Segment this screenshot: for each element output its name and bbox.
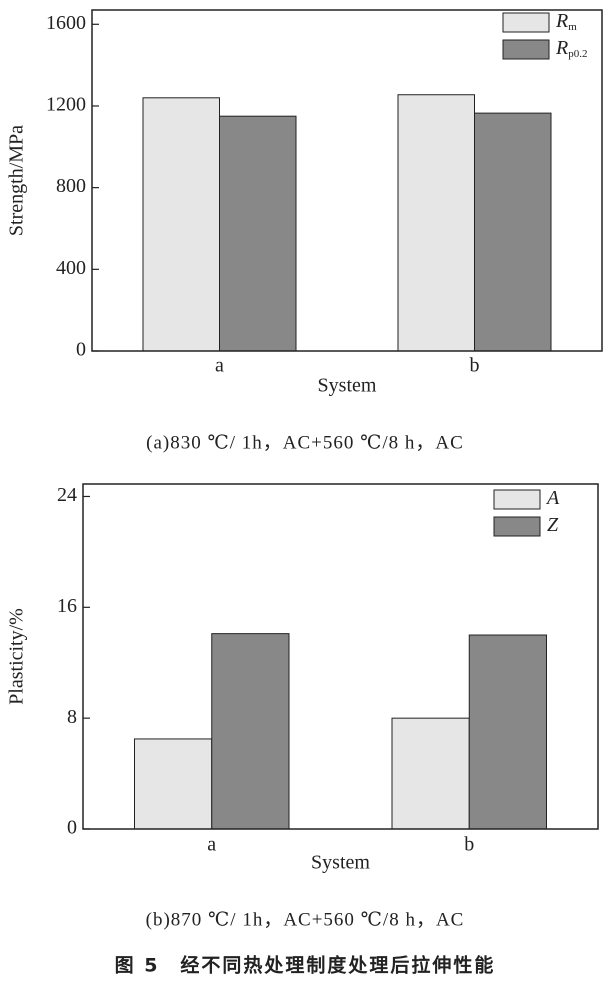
y-tick-label: 24 [57, 484, 77, 506]
legend-symbol: R [555, 37, 568, 59]
bar [397, 94, 475, 352]
bar [134, 738, 213, 830]
legend-symbol: Z [547, 514, 559, 536]
bar [468, 634, 547, 830]
legend-swatch [493, 516, 541, 537]
bar [142, 97, 220, 352]
y-axis-title: Plasticity/% [6, 608, 28, 705]
y-tick-label: 16 [57, 595, 77, 617]
chart-caption: (a)830 ℃/ 1h，AC+560 ℃/8 h，AC [146, 432, 464, 453]
bar [219, 115, 297, 352]
legend-subscript: p0.2 [568, 48, 587, 60]
legend-swatch [502, 12, 550, 33]
chart-caption: (b)870 ℃/ 1h，AC+560 ℃/8 h，AC [146, 909, 465, 930]
x-axis-title: System [311, 852, 370, 874]
legend-label: Rm [555, 10, 577, 33]
legend-symbol: A [545, 487, 560, 509]
x-axis-title: System [318, 375, 377, 397]
y-tick-label: 1200 [46, 94, 86, 116]
legend-swatch [502, 39, 550, 60]
y-tick-label: 800 [56, 175, 86, 197]
x-tick-label: a [207, 834, 216, 856]
legend-label: Z [547, 514, 559, 536]
bar [391, 717, 470, 830]
y-tick-label: 0 [67, 817, 77, 839]
plot-frame [91, 9, 603, 352]
x-tick-label: a [215, 355, 224, 377]
legend-label: Rp0.2 [555, 37, 587, 60]
y-tick-label: 1600 [46, 12, 86, 34]
y-tick-label: 8 [67, 706, 77, 728]
y-tick-label: 400 [56, 257, 86, 279]
legend-subscript: m [568, 21, 577, 33]
figure-caption: 图 5 经不同热处理制度处理后拉伸性能 [115, 954, 496, 977]
x-tick-label: b [470, 355, 480, 377]
y-tick-label: 0 [76, 339, 86, 361]
legend-swatch [493, 489, 541, 510]
x-tick-label: b [464, 834, 474, 856]
legend-symbol: R [555, 10, 568, 32]
bar [474, 112, 552, 352]
y-axis-title: Strength/MPa [6, 125, 28, 236]
legend-label: A [545, 487, 560, 509]
plot-frame [82, 483, 599, 830]
bar [211, 633, 290, 830]
